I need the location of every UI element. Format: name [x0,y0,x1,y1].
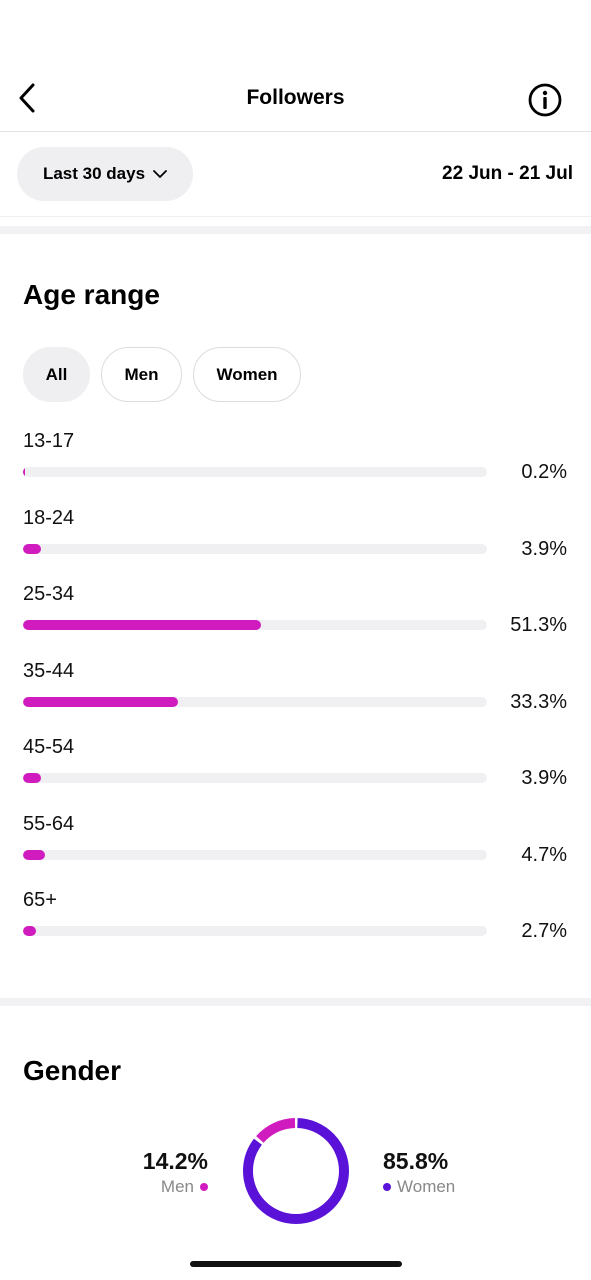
age-row: 55-64 4.7% [23,811,573,888]
back-button[interactable] [12,82,44,114]
age-percentage: 3.9% [521,767,567,789]
men-legend: Men [143,1177,208,1197]
age-filter-group: All Men Women [23,347,301,403]
age-label: 13-17 [23,430,75,452]
age-label: 25-34 [23,583,75,605]
filter-women[interactable]: Women [193,347,301,402]
chevron-left-icon [19,83,35,113]
age-range-list: 13-17 0.2% 18-24 3.9% 25-34 51.3% 35-44 33.3% 45… [23,428,573,964]
section-divider [0,998,591,1006]
age-label: 18-24 [23,506,75,529]
gender-title: Gender [23,1055,122,1086]
men-percentage: 14.2% [142,1148,208,1174]
age-percentage: 51.3% [510,614,567,636]
age-label: 65+ [23,889,57,911]
age-bar-fill [23,620,262,630]
women-stat: 85.8% Women [383,1148,455,1197]
age-range-title: Age range [23,279,160,310]
age-label: 55-64 [23,812,75,835]
age-bar-fill [23,467,25,477]
age-bar-track [23,696,487,707]
age-row: 18-24 3.9% [23,505,573,582]
men-legend-label: Men [160,1177,194,1196]
gender-chart: 14.2% Men 85.8% Women [0,1108,591,1238]
home-indicator [190,1261,402,1267]
period-row: Last 30 days 22 Jun - 21 Jul [0,132,591,217]
age-bar-fill [23,696,178,707]
age-bar-fill [23,926,36,936]
period-label: Last 30 days [42,164,146,183]
age-bar-track [23,849,487,860]
gender-donut [243,1118,349,1224]
filter-men[interactable]: Men [101,347,182,402]
age-percentage: 0.2% [521,461,567,483]
info-button[interactable] [527,82,563,118]
age-bar-track [23,467,487,477]
age-bar-fill [23,773,42,783]
section-divider [0,226,591,234]
women-legend: Women [383,1177,455,1197]
top-nav-bar: Followers [0,64,591,132]
age-bar-track [23,773,487,783]
age-row: 13-17 0.2% [23,428,573,505]
info-icon [528,83,562,117]
women-donut-segment [243,1118,349,1224]
age-percentage: 2.7% [521,920,567,942]
women-dot-icon [383,1183,391,1191]
chevron-down-icon [153,169,167,178]
age-bar-track [23,620,487,630]
age-row: 25-34 51.3% [23,581,573,658]
age-row: 65+ 2.7% [23,887,573,964]
age-bar-track [23,543,487,554]
age-label: 45-54 [23,736,75,758]
age-bar-fill [23,543,42,554]
age-percentage: 3.9% [521,537,567,560]
filter-all[interactable]: All [23,347,90,402]
age-percentage: 4.7% [521,843,567,866]
age-percentage: 33.3% [510,690,567,713]
date-range: 22 Jun - 21 Jul [442,163,573,184]
period-dropdown[interactable]: Last 30 days [17,147,193,201]
women-percentage: 85.8% [383,1148,449,1174]
age-bar-fill [23,849,45,860]
age-row: 35-44 33.3% [23,658,573,735]
men-stat: 14.2% Men [143,1148,208,1197]
men-dot-icon [200,1183,208,1191]
age-bar-track [23,926,487,936]
age-row: 45-54 3.9% [23,734,573,811]
page-title: Followers [246,86,345,109]
age-label: 35-44 [23,659,75,682]
women-legend-label: Women [397,1177,456,1196]
